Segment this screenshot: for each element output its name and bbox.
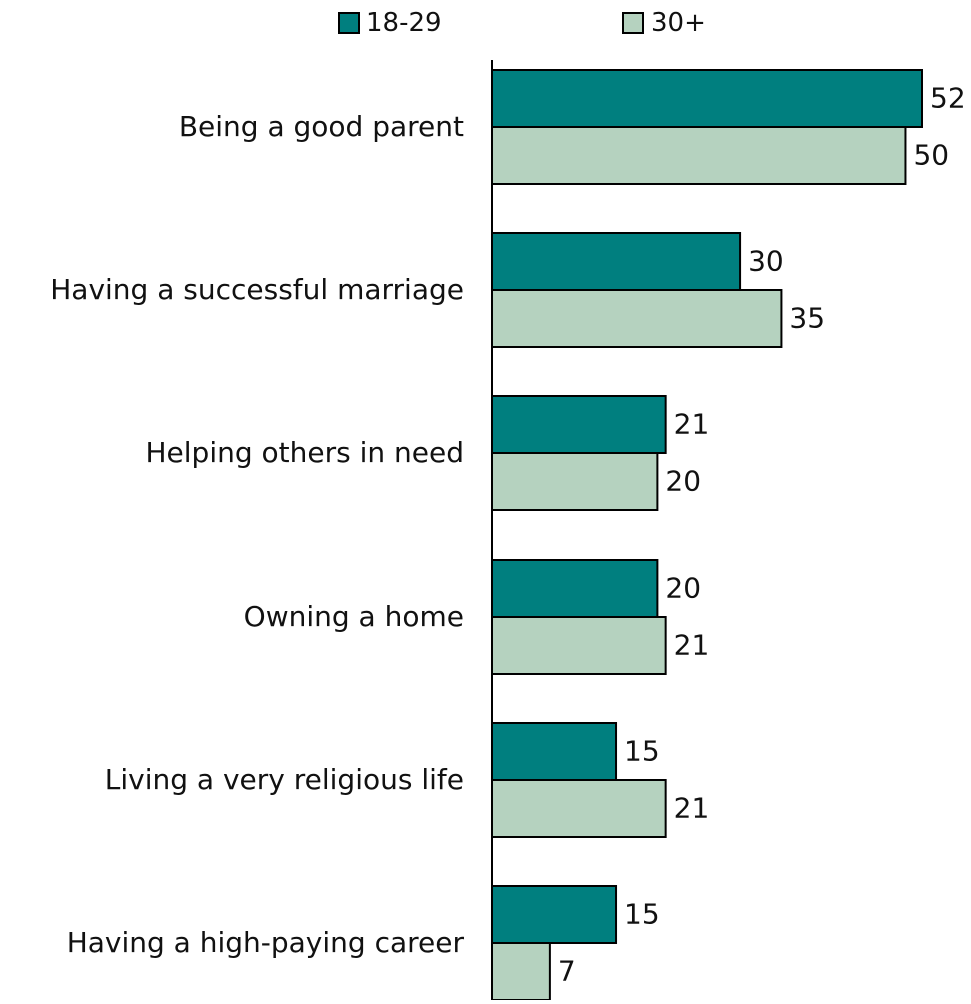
bar-30-living-a-very-religious-life xyxy=(491,779,667,838)
data-label-30-helping-others-in-need: 20 xyxy=(665,465,701,498)
bar-18-29-being-a-good-parent xyxy=(491,69,923,128)
category-label-being-a-good-parent: Being a good parent xyxy=(179,110,464,143)
data-label-30-owning-a-home: 21 xyxy=(674,629,710,662)
category-label-helping-others-in-need: Helping others in need xyxy=(145,436,464,469)
bar-18-29-having-a-successful-marriage xyxy=(491,232,742,291)
bar-30-having-a-successful-marriage xyxy=(491,289,783,348)
legend-label-30: 30+ xyxy=(651,8,706,38)
data-label-18-29-having-a-high-paying-career: 15 xyxy=(624,898,660,931)
data-label-18-29-helping-others-in-need: 21 xyxy=(674,408,710,441)
category-label-living-a-very-religious-life: Living a very religious life xyxy=(105,763,464,796)
data-label-30-having-a-successful-marriage: 35 xyxy=(789,302,825,335)
bar-18-29-owning-a-home xyxy=(491,559,659,618)
data-label-18-29-being-a-good-parent: 52 xyxy=(930,82,966,115)
legend-swatch-30 xyxy=(622,12,644,34)
bar-18-29-having-a-high-paying-career xyxy=(491,885,618,944)
category-label-having-a-successful-marriage: Having a successful marriage xyxy=(50,273,464,306)
legend-label-18-29: 18-29 xyxy=(366,8,442,38)
bar-30-owning-a-home xyxy=(491,616,667,675)
bar-18-29-helping-others-in-need xyxy=(491,395,667,454)
legend: 18-29 30+ xyxy=(338,8,706,38)
category-labels: Being a good parent Having a successful m… xyxy=(50,110,464,959)
bars xyxy=(491,69,923,1001)
bar-30-having-a-high-paying-career xyxy=(491,942,551,1001)
category-label-owning-a-home: Owning a home xyxy=(244,600,464,633)
data-label-30-living-a-very-religious-life: 21 xyxy=(674,792,710,825)
data-label-18-29-owning-a-home: 20 xyxy=(665,572,701,605)
bar-18-29-living-a-very-religious-life xyxy=(491,722,618,781)
data-label-18-29-having-a-successful-marriage: 30 xyxy=(748,245,784,278)
bar-30-helping-others-in-need xyxy=(491,452,659,511)
bar-30-being-a-good-parent xyxy=(491,126,907,185)
legend-swatch-18-29 xyxy=(338,12,360,34)
data-label-18-29-living-a-very-religious-life: 15 xyxy=(624,735,660,768)
data-label-30-being-a-good-parent: 50 xyxy=(913,139,949,172)
data-label-30-having-a-high-paying-career: 7 xyxy=(558,955,576,988)
category-label-having-a-high-paying-career: Having a high-paying career xyxy=(67,926,465,959)
